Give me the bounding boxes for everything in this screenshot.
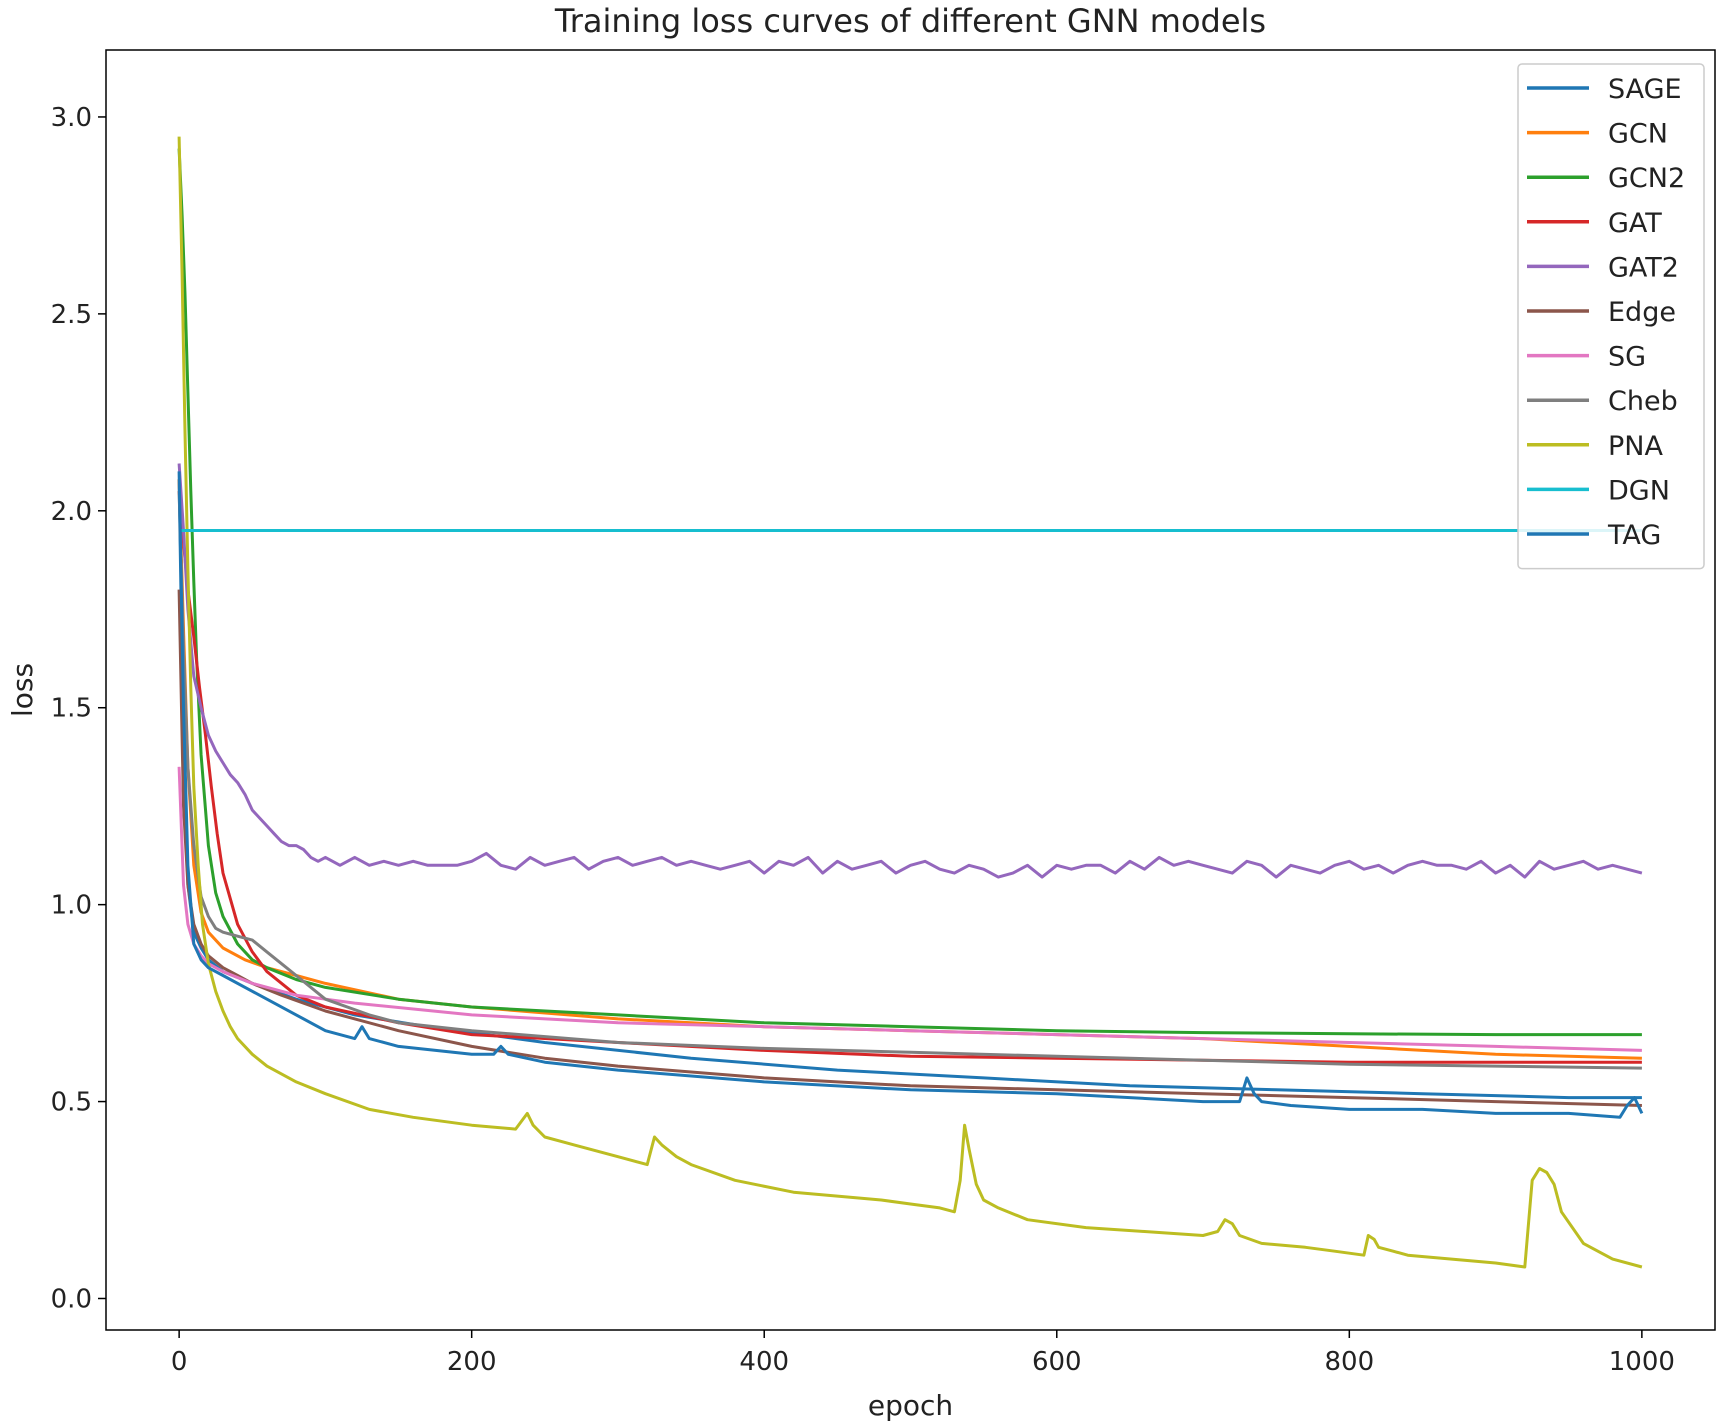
series-line-pna	[177, 136, 1643, 1269]
x-tick-label: 800	[1324, 1347, 1374, 1377]
y-axis-ticks: 0.0 0.5 1.0 1.5 2.0 2.5 3.0	[51, 103, 106, 1314]
legend-label-edge: Edge	[1608, 297, 1676, 328]
y-tick-label: 0.0	[51, 1284, 92, 1314]
y-tick-label: 2.5	[51, 300, 92, 330]
series-line-sage	[177, 479, 1642, 1100]
series-line-edge	[177, 589, 1642, 1107]
x-axis-label: epoch	[868, 1389, 953, 1422]
series-line-gcn	[177, 479, 1642, 1060]
x-tick-label: 200	[447, 1347, 497, 1377]
plot-frame	[105, 49, 1716, 1331]
series-line-tag	[177, 471, 1644, 1119]
series-line-gat2	[177, 463, 1643, 879]
plot-series	[177, 136, 1644, 1269]
legend-label-sage: SAGE	[1608, 74, 1682, 105]
y-tick-label: 2.0	[51, 497, 92, 527]
y-tick-label: 1.5	[51, 694, 92, 724]
y-tick-label: 1.0	[51, 891, 92, 921]
legend-label-tag: TAG	[1607, 520, 1661, 551]
y-axis-label: loss	[6, 663, 39, 717]
y-tick-label: 0.5	[51, 1088, 92, 1118]
legend-label-gcn: GCN	[1608, 119, 1668, 150]
x-tick-label: 0	[171, 1347, 188, 1377]
legend-label-sg: SG	[1608, 342, 1646, 373]
x-axis-ticks: 0 200 400 600 800 1000	[171, 1330, 1675, 1377]
legend-label-cheb: Cheb	[1608, 386, 1678, 417]
series-line-cheb	[177, 491, 1642, 1070]
legend-label-gat: GAT	[1608, 208, 1662, 239]
legend-label-pna: PNA	[1608, 431, 1663, 462]
legend: SAGE GCN GCN2 GAT GAT2 Edge SG Cheb PNA DGN TAG	[1517, 63, 1705, 570]
x-tick-label: 600	[1032, 1347, 1082, 1377]
legend-box	[1517, 63, 1705, 570]
chart-title: Training loss curves of different GNN mo…	[554, 2, 1266, 40]
legend-label-dgn: DGN	[1608, 475, 1670, 506]
series-line-gcn2	[177, 148, 1642, 1037]
y-tick-label: 3.0	[51, 103, 92, 133]
legend-label-gcn2: GCN2	[1608, 163, 1685, 194]
x-tick-label: 1000	[1609, 1347, 1675, 1377]
series-line-gat	[177, 490, 1642, 1064]
series-line-sg	[177, 766, 1642, 1052]
legend-label-gat2: GAT2	[1608, 252, 1679, 283]
x-tick-label: 400	[739, 1347, 789, 1377]
